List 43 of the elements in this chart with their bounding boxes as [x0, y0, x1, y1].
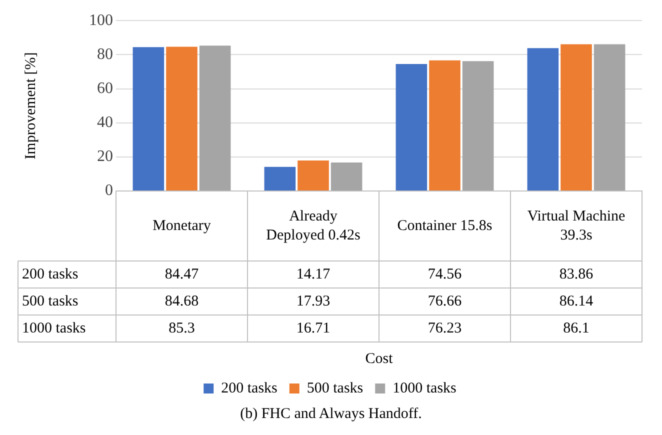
text: 500 tasks — [22, 293, 78, 310]
text: 1000 tasks — [22, 320, 86, 336]
y-tick-label: 20 — [97, 148, 113, 166]
y-axis-title: Improvement [%] — [22, 52, 39, 160]
data-label: 76.66 — [428, 293, 462, 310]
bar — [429, 60, 460, 190]
bar — [462, 61, 494, 190]
data-label: 86.14 — [559, 293, 594, 310]
bar — [166, 46, 198, 190]
x-tick-label: Container 15.8s — [397, 218, 492, 234]
legend-label: 200 tasks — [221, 380, 278, 396]
data-label: 84.47 — [164, 266, 200, 282]
y-tick-label: 0 — [105, 182, 113, 200]
y-tick-label: 60 — [97, 80, 113, 97]
y-tick-label: 40 — [97, 114, 113, 132]
y-tick-label: 80 — [97, 46, 113, 63]
data-label: 83.86 — [559, 266, 594, 282]
x-tick-label: Monetary — [152, 218, 212, 234]
bar — [330, 162, 362, 190]
bar — [132, 47, 164, 190]
bar — [264, 166, 296, 190]
x-tick-label: Already Deployed 0.42s — [266, 208, 360, 244]
data-label: 14.17 — [296, 266, 331, 282]
bar — [560, 44, 592, 190]
data-label: 74.56 — [428, 266, 462, 282]
text: 200 tasks — [22, 266, 78, 282]
data-label: 16.71 — [296, 320, 330, 336]
text: Cost — [365, 350, 394, 367]
legend-label: 1000 tasks — [392, 380, 457, 396]
data-label: 76.23 — [428, 320, 462, 336]
text: (b) FHC and Always Handoff. — [239, 406, 423, 423]
bar — [594, 44, 626, 190]
y-tick-label: 100 — [89, 12, 113, 29]
bar — [199, 46, 231, 190]
x-tick-label: Virtual Machine 39.3s — [527, 208, 626, 244]
data-label: 17.93 — [296, 293, 330, 310]
bar — [527, 48, 559, 190]
bar — [396, 64, 428, 190]
data-label: 84.68 — [164, 293, 199, 310]
bar — [298, 160, 329, 190]
data-label: 86.1 — [563, 320, 590, 336]
legend-label: 500 tasks — [306, 380, 364, 396]
data-label: 85.3 — [168, 320, 195, 336]
